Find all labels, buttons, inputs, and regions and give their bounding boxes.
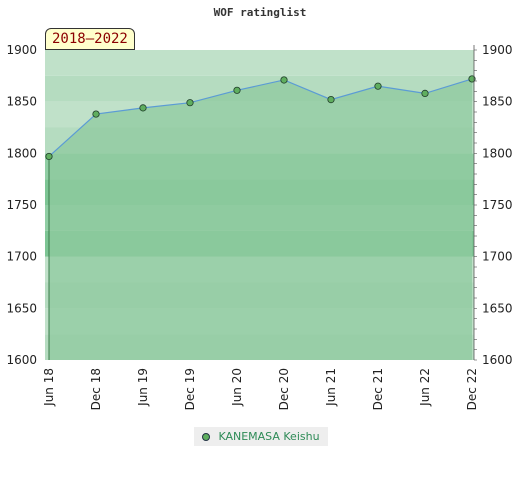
y-tick-label-left: 1750 (6, 198, 37, 212)
y-tick-label-left: 1600 (6, 353, 37, 367)
data-point (280, 76, 288, 84)
series-area (49, 78, 472, 360)
y-tick-label-right: 1700 (482, 250, 513, 264)
legend[interactable]: KANEMASA Keishu (194, 427, 328, 446)
x-tick-label: Dec 21 (371, 368, 385, 410)
y-tick-label-left: 1650 (6, 301, 37, 315)
chart-title: WOF ratinglist (213, 6, 307, 19)
data-point (186, 99, 194, 107)
x-tick-label: Jun 19 (136, 368, 150, 407)
legend-label: KANEMASA Keishu (218, 430, 320, 443)
y-tick-label-right: 1800 (482, 146, 513, 160)
y-tick-label-left: 1900 (6, 43, 37, 57)
x-tick-label: Jun 22 (418, 368, 432, 407)
series-line (48, 78, 473, 157)
data-point (233, 86, 241, 94)
y-tick-label-right: 1750 (482, 198, 513, 212)
grid-band (45, 50, 474, 76)
x-tick-label: Dec 19 (183, 368, 197, 410)
y-tick-label-right: 1900 (482, 43, 513, 57)
data-point (421, 89, 429, 98)
y-tick-label-left: 1700 (6, 250, 37, 264)
x-tick-label: Dec 22 (465, 368, 479, 410)
x-tick-label: Jun 20 (230, 368, 244, 407)
data-point (139, 104, 147, 112)
range-badge: 2018–2022 (45, 28, 135, 50)
data-point (45, 152, 53, 161)
data-point (374, 82, 382, 90)
y-tick-label-right: 1850 (482, 95, 513, 109)
x-tick-label: Jun 18 (42, 368, 56, 407)
x-tick-label: Jun 21 (324, 368, 338, 407)
data-point (327, 96, 335, 104)
x-tick-label: Dec 20 (277, 368, 291, 410)
x-tick-label: Dec 18 (89, 368, 103, 410)
y-tick-label-right: 1600 (482, 353, 513, 367)
data-point (92, 110, 100, 118)
y-tick-label-right: 1650 (482, 301, 513, 315)
y-tick-label-left: 1850 (6, 95, 37, 109)
y-tick-label-left: 1800 (6, 146, 37, 160)
data-point (468, 75, 476, 83)
legend-marker-icon (202, 432, 211, 441)
